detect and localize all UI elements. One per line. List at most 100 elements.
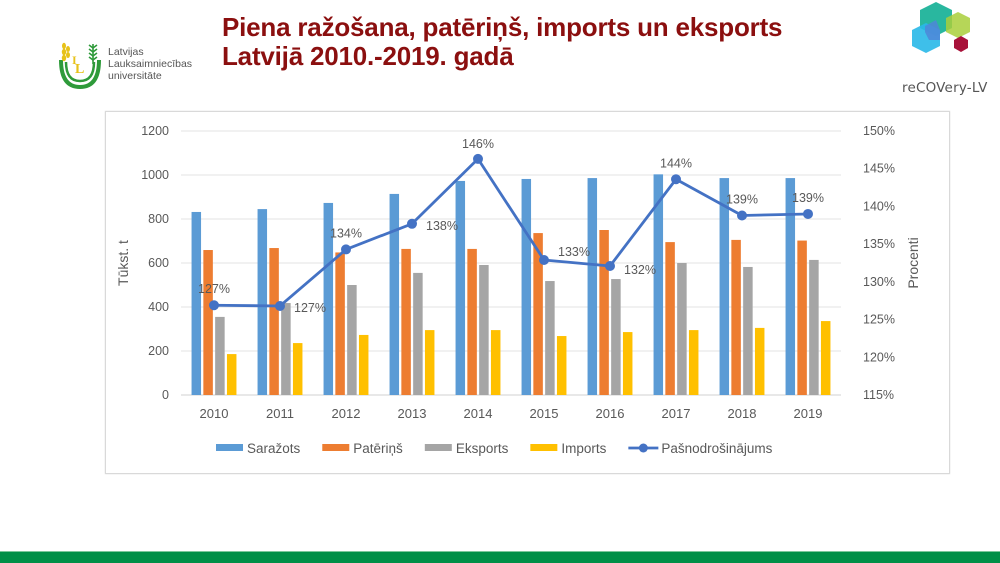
y2-tick-label: 130% (863, 275, 895, 289)
line-marker-2015 (539, 254, 549, 265)
legend-label-0: Saražots (247, 441, 301, 456)
data-label-2011: 127% (294, 301, 326, 315)
y-tick-label: 1200 (141, 124, 169, 138)
y2-tick-label: 135% (863, 237, 895, 251)
bar-eksports-2010 (215, 316, 225, 395)
legend-swatch-1 (322, 444, 350, 451)
line-marker-2017 (671, 174, 681, 185)
bar-eksports-2015 (545, 281, 555, 395)
hexagon-cluster-logo-icon (912, 2, 970, 53)
legend-label-1: Patēriņš (353, 441, 403, 456)
line-marker-2013 (407, 218, 417, 229)
bar-imports-2013 (424, 330, 435, 395)
x-tick-label: 2019 (794, 406, 823, 421)
slide-title: Piena ražošana, patēriņš, imports un eks… (222, 13, 782, 71)
data-label-2016: 132% (624, 263, 656, 277)
bar-patri-2014 (467, 248, 477, 395)
line-marker-2019 (803, 208, 813, 219)
bar-imports-2019 (820, 321, 831, 395)
bar-saraots-2019 (785, 178, 796, 395)
legend-label-4: Pašnodrošinājums (661, 441, 772, 456)
line-marker-2014 (473, 153, 483, 164)
bar-saraots-2013 (389, 193, 400, 395)
bar-patri-2017 (665, 242, 675, 395)
y-tick-label: 800 (148, 212, 169, 226)
legend-swatch-marker (638, 443, 648, 453)
slide-title-line1: Piena ražošana, patēriņš, imports un eks… (222, 12, 783, 42)
y2-tick-label: 140% (863, 199, 895, 213)
bar-saraots-2015 (521, 178, 532, 395)
x-tick-label: 2018 (728, 406, 757, 421)
line-marker-2010 (209, 300, 219, 311)
bar-imports-2014 (490, 330, 501, 395)
llu-name: Latvijas Lauksaimniecības universitāte (108, 46, 192, 82)
bar-imports-2016 (622, 332, 633, 395)
x-tick-label: 2012 (332, 406, 361, 421)
bar-eksports-2013 (413, 272, 423, 395)
line-marker-2018 (737, 210, 747, 221)
bar-patri-2010 (203, 250, 213, 395)
legend-label-3: Imports (561, 441, 606, 456)
bar-eksports-2011 (281, 303, 291, 395)
bar-patri-2013 (401, 248, 411, 395)
x-tick-label: 2013 (398, 406, 427, 421)
bar-imports-2018 (754, 327, 765, 395)
data-label-2019: 139% (792, 191, 824, 205)
bar-eksports-2018 (743, 266, 753, 395)
y-tick-label: 0 (162, 388, 169, 402)
footer-bar (0, 551, 1000, 563)
bar-eksports-2017 (677, 263, 687, 395)
data-label-2017: 144% (660, 156, 692, 170)
y2-axis-title: Procenti (905, 237, 921, 288)
data-label-2013: 138% (426, 219, 458, 233)
recovery-logo (898, 0, 998, 100)
x-tick-label: 2014 (464, 406, 493, 421)
legend-swatch-0 (216, 444, 243, 451)
y-tick-label: 200 (148, 344, 169, 358)
bar-imports-2010 (226, 354, 237, 395)
bar-patri-2018 (731, 239, 741, 395)
legend-swatch-2 (424, 444, 452, 451)
bar-imports-2012 (358, 334, 369, 395)
data-label-2012: 134% (330, 226, 362, 240)
combo-chart: 0 200 400 600 800 1000 1200 115% 120% 125% 130% 135… (115, 124, 921, 456)
svg-text:L: L (75, 62, 84, 77)
line-pasnodrosinajums (213, 157, 809, 308)
llu-name-line1: Latvijas (108, 46, 144, 58)
bar-imports-2015 (556, 336, 567, 395)
y-tick-label: 600 (148, 256, 169, 270)
bar-eksports-2014 (479, 264, 489, 395)
x-tick-label: 2010 (200, 406, 229, 421)
bar-saraots-2012 (323, 202, 334, 395)
y2-tick-label: 125% (863, 313, 895, 327)
bar-saraots-2018 (719, 178, 730, 395)
bar-saraots-2017 (653, 174, 664, 395)
data-label-2014: 146% (462, 137, 494, 151)
y-tick-label: 1000 (141, 168, 169, 182)
bar-saraots-2010 (191, 211, 202, 395)
bar-imports-2011 (292, 343, 303, 395)
llu-wheat-logo-icon: I L (59, 42, 101, 90)
recovery-logo-text: reCOVery-LV (902, 80, 988, 96)
legend-label-2: Eksports (456, 441, 509, 456)
bar-eksports-2012 (347, 285, 357, 395)
y2-tick-label: 120% (863, 350, 895, 364)
llu-name-line2: Lauksaimniecības (108, 58, 193, 70)
data-label-2018: 139% (726, 192, 758, 206)
llu-logo: I L Latvijas Lauksaimniecības universitā… (55, 40, 205, 92)
svg-text:I: I (72, 53, 77, 67)
data-label-2010: 127% (198, 282, 230, 296)
y-tick-label: 400 (148, 300, 169, 314)
bar-patri-2015 (533, 233, 543, 395)
bar-saraots-2014 (455, 180, 466, 395)
bar-patri-2019 (797, 240, 807, 395)
legend-swatch-3 (530, 444, 558, 451)
x-tick-label: 2011 (266, 406, 294, 421)
y2-tick-label: 145% (863, 162, 895, 176)
llu-name-line3: universitāte (108, 70, 162, 82)
bar-eksports-2016 (611, 279, 621, 395)
x-tick-label: 2016 (596, 406, 625, 421)
line-marker-2012 (341, 244, 351, 255)
y-axis-title: Tūkst. t (115, 240, 131, 286)
bar-imports-2017 (688, 330, 699, 395)
